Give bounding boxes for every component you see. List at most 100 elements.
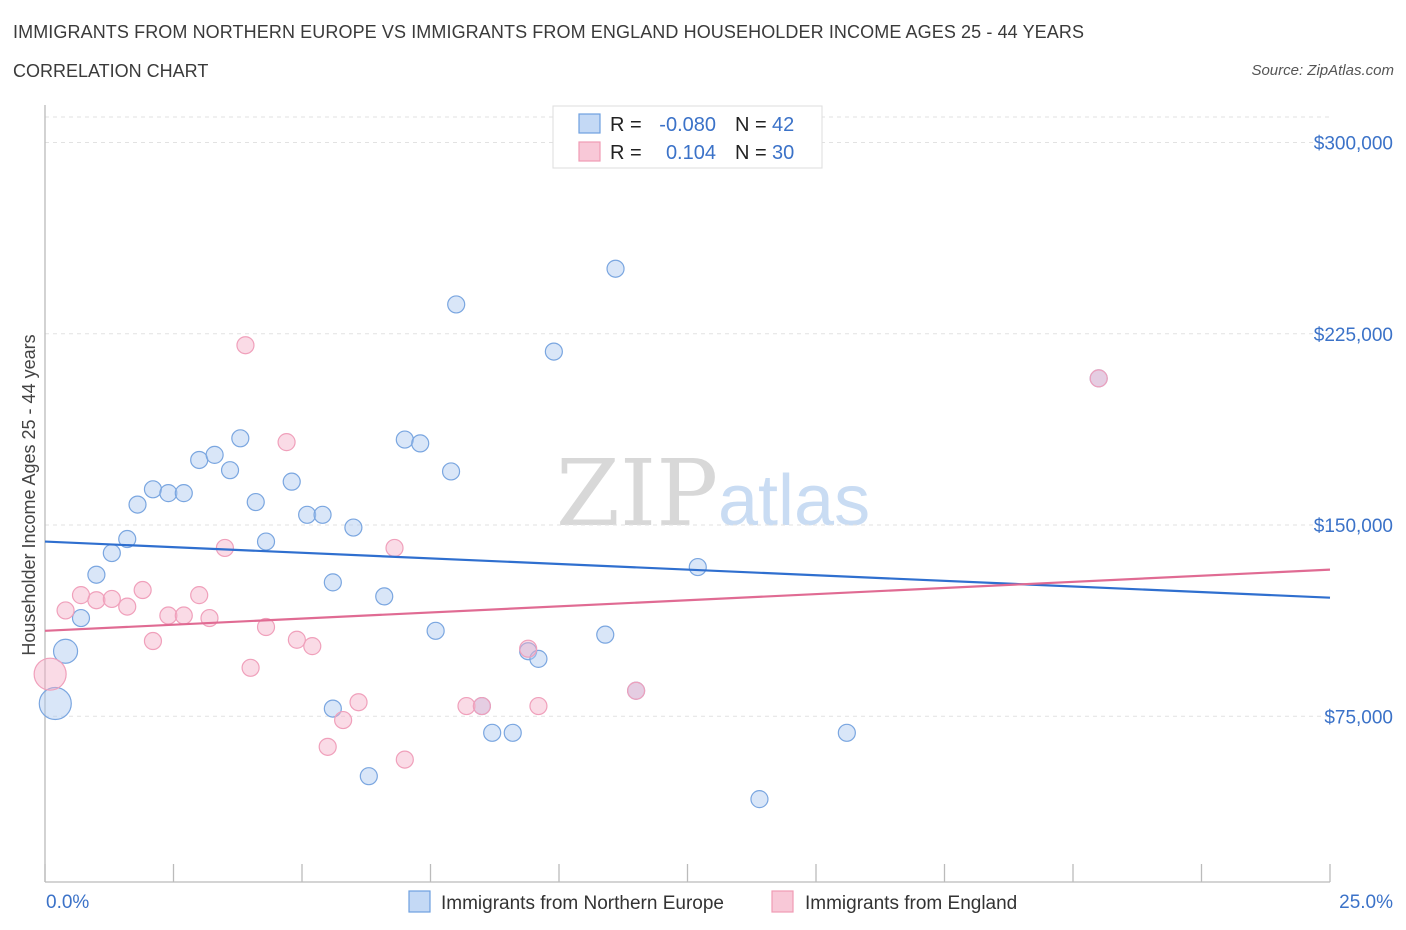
point-england [287,630,306,649]
point-england [256,617,276,637]
point-england [395,750,414,769]
point-england [241,658,260,677]
point-england [71,586,91,605]
point-england [529,696,548,716]
trend-line-northern-europe [44,540,1331,599]
point-england [87,591,106,610]
legend-n-label-pink: N = [735,142,767,164]
point-england [519,639,538,658]
point-northern-europe [143,480,163,499]
point-england [56,601,75,620]
point-northern-europe [38,686,72,721]
legend-r-value-blue: -0.080 [659,114,716,136]
point-england [190,586,209,605]
gridlines [45,116,1330,717]
legend-r-label-pink: R = [610,142,642,164]
point-northern-europe [544,342,563,361]
point-northern-europe [246,492,265,512]
series-legend-label-blue: Immigrants from Northern Europe [441,893,724,914]
point-northern-europe [483,723,502,742]
legend-swatch-pink [578,141,601,162]
watermark-zip: ZIP [556,440,718,547]
point-northern-europe [220,461,240,480]
point-northern-europe [411,434,430,453]
point-northern-europe [159,484,178,503]
legend-swatch-blue [578,113,601,134]
point-england [143,631,163,651]
chart-subtitle: CORRELATION CHART [13,61,209,81]
point-england [236,336,255,355]
legend-r-value-pink: 0.104 [666,142,716,164]
data-points [33,259,1108,809]
y-axis-label: Householder Income Ages 25 - 44 years [19,334,39,655]
axes [44,105,1331,883]
point-england [159,606,178,625]
point-northern-europe [190,450,209,470]
series-legend: Immigrants from Northern Europe Immigran… [408,890,1017,914]
point-northern-europe [87,565,106,584]
x-tick-label-min: 0.0% [46,892,89,913]
point-northern-europe [128,495,147,514]
point-england [457,696,476,716]
point-england [385,538,404,558]
point-england [118,597,137,616]
point-northern-europe [102,543,121,563]
x-tick-label-max: 25.0% [1339,892,1393,913]
point-northern-europe [282,472,301,491]
point-england [472,696,491,716]
point-northern-europe [441,462,461,481]
legend-r-label-blue: R = [610,114,642,136]
y-tick-label: $150,000 [1314,516,1393,537]
y-tick-label: $75,000 [1324,707,1393,728]
point-northern-europe [313,505,332,524]
point-northern-europe [750,790,769,809]
point-northern-europe [596,625,615,644]
point-england [174,606,193,625]
series-legend-label-pink: Immigrants from England [805,893,1017,914]
point-northern-europe [205,445,224,464]
point-northern-europe [323,699,342,718]
point-england [349,693,368,712]
point-northern-europe [298,505,317,524]
point-northern-europe [503,723,522,742]
watermark-atlas: atlas [718,461,870,541]
trend-line-england [44,568,1331,632]
series-legend-swatch-blue [408,890,431,913]
point-northern-europe [52,638,79,664]
point-england [303,637,322,656]
point-northern-europe [447,295,466,314]
point-england [277,433,296,452]
series-legend-swatch-pink [771,890,794,913]
point-england [1089,369,1108,388]
point-england [215,538,234,558]
point-northern-europe [256,532,276,551]
point-northern-europe [688,557,707,577]
point-northern-europe [118,529,137,549]
point-england [334,710,353,730]
point-northern-europe [606,259,625,278]
point-england [102,589,121,609]
point-england [133,580,152,600]
y-tick-label: $300,000 [1314,134,1393,155]
point-northern-europe [359,767,378,786]
stats-legend: R = -0.080 N = 42 R = 0.104 N = 30 [552,105,823,169]
point-northern-europe [323,573,342,592]
source-label: Source: ZipAtlas.com [1251,62,1394,79]
point-northern-europe [344,518,363,537]
point-northern-europe [174,484,193,503]
point-england [318,737,337,756]
point-northern-europe [375,587,394,606]
point-england [626,681,646,700]
chart-title: IMMIGRANTS FROM NORTHERN EUROPE VS IMMIG… [13,22,1085,42]
legend-n-value-blue: 42 [772,114,794,136]
y-tick-label: $225,000 [1314,325,1393,346]
point-northern-europe [395,430,414,449]
tick-labels: $75,000 $150,000 $225,000 $300,000 0.0% 25.0% [46,134,1393,914]
trend-lines [44,540,1331,632]
point-england [33,657,67,691]
point-northern-europe [426,621,445,640]
point-northern-europe [71,608,91,628]
legend-n-value-pink: 30 [772,142,794,164]
point-northern-europe [231,429,250,448]
